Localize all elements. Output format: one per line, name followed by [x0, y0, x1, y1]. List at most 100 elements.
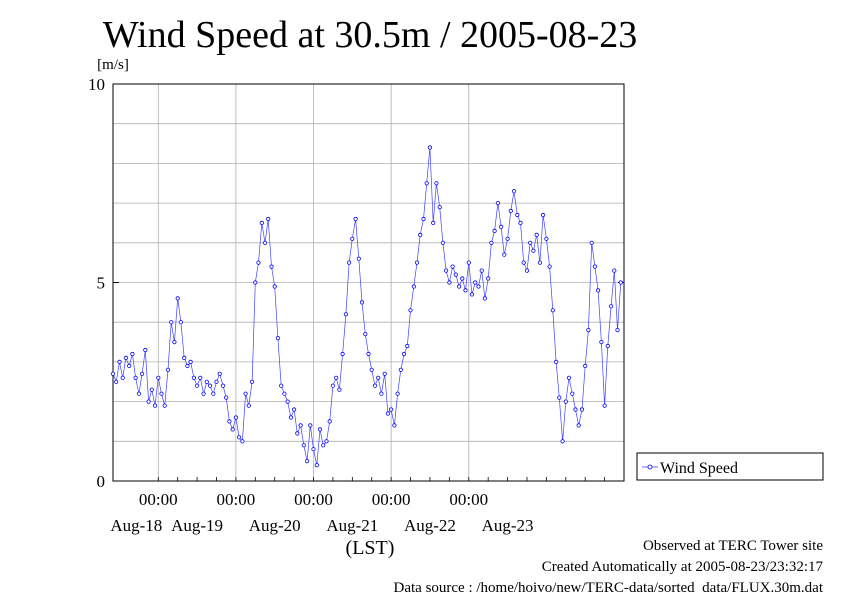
data-point	[123, 355, 129, 360]
data-point	[214, 379, 219, 384]
data-point	[511, 189, 517, 194]
data-point	[508, 208, 513, 214]
data-point	[159, 391, 164, 396]
footer-data-source: Data source : /home/hoivo/new/TERC-data/…	[394, 580, 824, 595]
data-point	[340, 351, 345, 357]
data-point	[337, 387, 342, 392]
data-point	[343, 312, 348, 317]
data-point	[243, 391, 248, 396]
data-point	[482, 296, 487, 301]
data-point	[376, 375, 381, 380]
chart-title: Wind Speed at 30.5m / 2005-08-23	[103, 14, 638, 56]
data-point	[330, 383, 335, 388]
x-tick-time-label: 00:00	[294, 490, 333, 509]
data-point	[408, 308, 413, 313]
data-point	[372, 383, 378, 388]
data-point	[156, 375, 161, 380]
data-point	[489, 240, 494, 245]
data-point	[117, 359, 122, 364]
data-point	[479, 268, 484, 273]
data-point	[356, 256, 361, 261]
data-point	[169, 320, 174, 325]
x-tick-date-label: Aug-19	[171, 516, 223, 535]
data-point	[211, 391, 216, 396]
footer-created-at: Created Automatically at 2005-08-23/23:3…	[542, 559, 824, 575]
data-point	[198, 375, 203, 380]
data-point	[388, 407, 394, 412]
data-point	[285, 399, 290, 404]
data-point	[207, 383, 213, 388]
data-point	[431, 220, 436, 225]
data-point	[149, 387, 154, 392]
data-point	[579, 407, 585, 412]
data-point	[515, 212, 520, 218]
data-point	[476, 284, 481, 289]
data-point	[537, 260, 543, 265]
data-point	[595, 288, 601, 293]
data-point	[521, 260, 526, 265]
data-point	[456, 284, 462, 289]
y-axis-unit-label: [m/s]	[97, 57, 129, 73]
data-point	[534, 232, 539, 237]
data-point	[460, 276, 465, 281]
data-point	[570, 391, 575, 396]
data-point	[191, 375, 196, 380]
data-point	[363, 331, 368, 337]
data-point	[411, 284, 416, 289]
y-tick-label: 10	[88, 75, 105, 94]
data-point	[140, 371, 145, 376]
data-point	[227, 419, 232, 424]
data-point	[175, 296, 180, 301]
data-point	[246, 403, 251, 408]
data-point	[398, 367, 403, 372]
data-point	[528, 240, 533, 245]
data-point	[165, 367, 171, 372]
data-point	[599, 339, 604, 345]
data-point	[240, 439, 245, 444]
data-point	[259, 220, 264, 225]
data-point	[395, 391, 400, 396]
data-point	[573, 407, 578, 412]
legend-box	[636, 452, 824, 481]
data-point	[495, 201, 500, 206]
data-point	[317, 427, 323, 432]
data-point	[437, 205, 442, 210]
data-point	[440, 240, 445, 245]
x-tick-date-label: Aug-20	[249, 516, 301, 535]
data-point	[233, 415, 238, 420]
data-point	[473, 280, 478, 285]
data-point	[505, 236, 510, 241]
data-point	[463, 288, 468, 293]
data-point	[566, 375, 572, 380]
data-point	[110, 371, 116, 376]
x-tick-time-label: 00:00	[449, 490, 488, 509]
data-point	[256, 260, 261, 265]
data-point	[120, 375, 125, 380]
data-point	[421, 216, 426, 222]
x-tick-time-label: 00:00	[139, 490, 178, 509]
data-point	[272, 284, 277, 289]
data-point	[146, 399, 151, 404]
data-point	[466, 260, 471, 265]
data-point	[295, 431, 300, 436]
data-point	[185, 363, 190, 368]
data-point	[524, 268, 530, 273]
data-point	[359, 300, 365, 305]
data-point	[547, 264, 552, 269]
data-point	[266, 216, 271, 222]
data-point	[602, 403, 607, 408]
data-point	[324, 439, 329, 444]
x-tick-time-label: 00:00	[372, 490, 411, 509]
data-point	[224, 395, 229, 400]
data-point	[608, 304, 614, 309]
y-tick-label: 5	[97, 274, 106, 293]
data-point	[314, 462, 319, 468]
x-tick-date-label: Aug-21	[326, 516, 378, 535]
data-point	[447, 280, 452, 285]
data-point	[220, 383, 226, 388]
data-point	[217, 371, 222, 376]
data-point	[130, 351, 135, 357]
data-point	[288, 415, 293, 420]
data-point	[540, 212, 546, 218]
